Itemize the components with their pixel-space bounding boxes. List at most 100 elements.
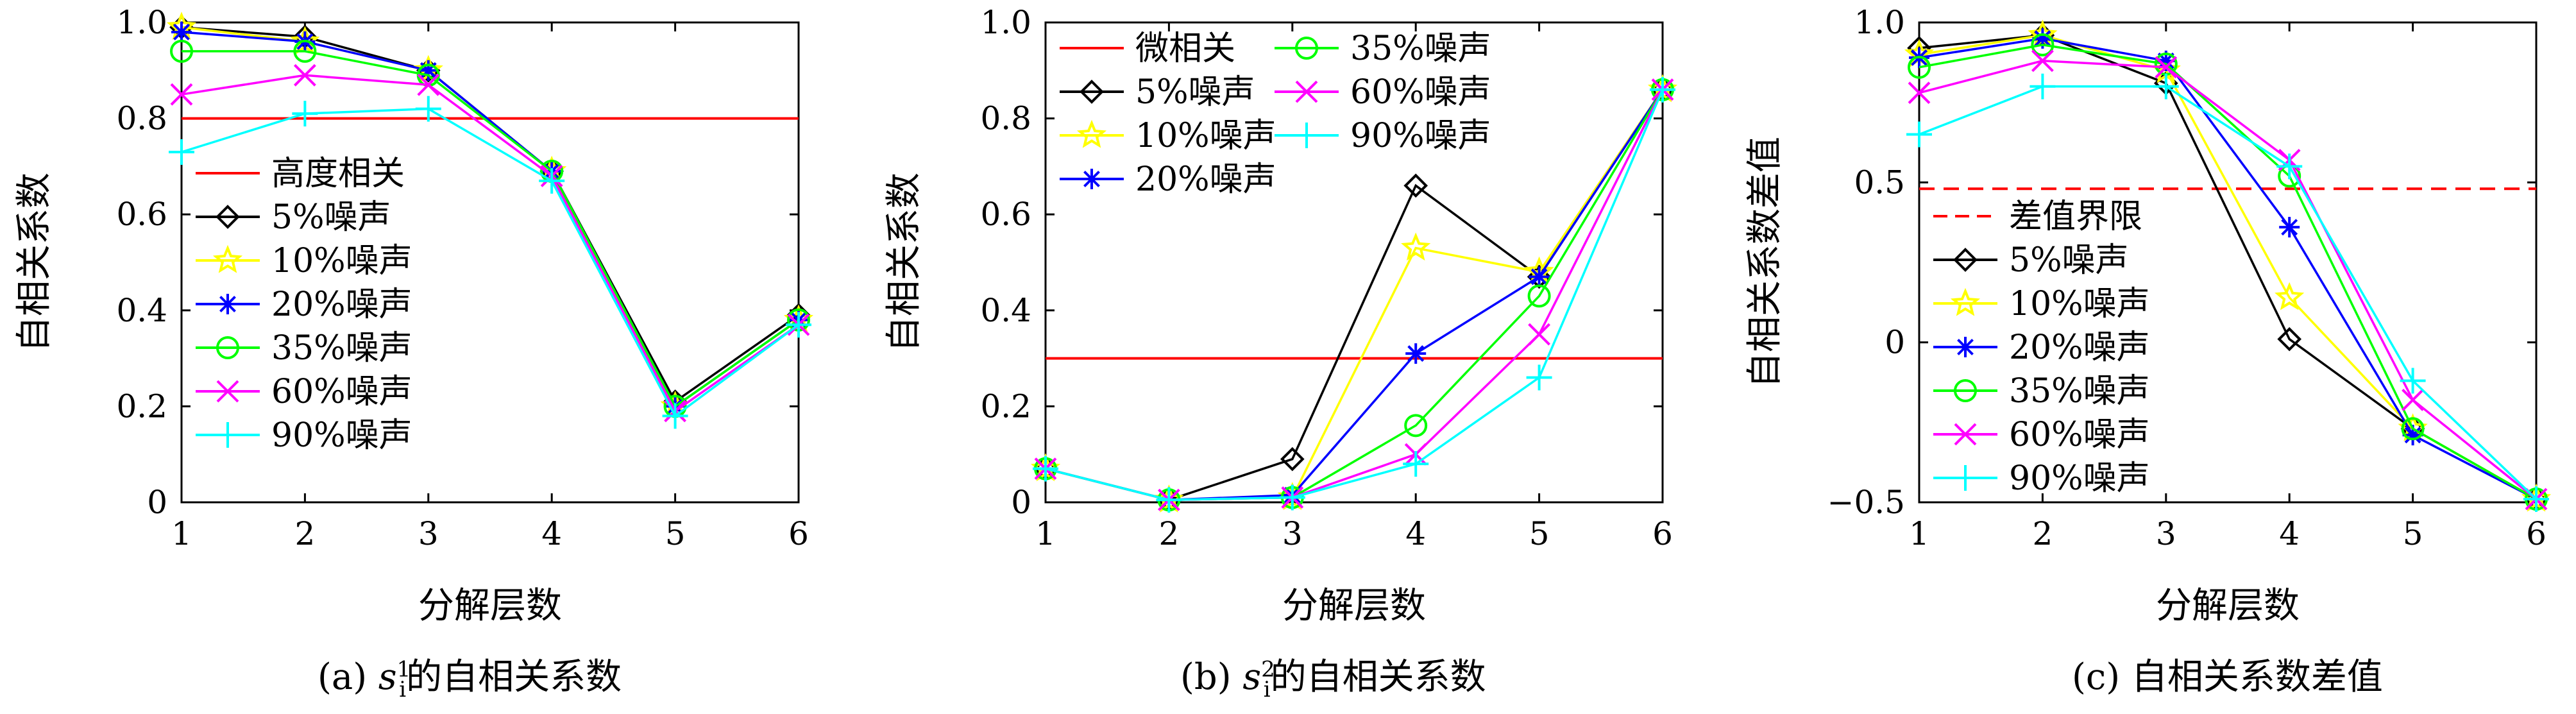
legend: 差值界限 5%噪声 10%噪声 20%噪声 35%噪声 60%噪声 90%噪声 bbox=[1933, 198, 2150, 498]
legend-marker bbox=[216, 205, 240, 229]
x-tick-label: 1 bbox=[1035, 515, 1056, 552]
series-line bbox=[182, 50, 800, 408]
plot-frame bbox=[1918, 21, 2538, 504]
legend-marker bbox=[1294, 123, 1319, 148]
series-point bbox=[2523, 486, 2549, 513]
legend-label: 60%噪声 bbox=[1350, 73, 1491, 112]
series-point bbox=[1908, 55, 1931, 79]
legend-marker bbox=[217, 294, 238, 314]
legend-label: 20%噪声 bbox=[2009, 328, 2150, 367]
series-point bbox=[2031, 49, 2054, 72]
y-axis-label: 自相关系数 bbox=[883, 173, 925, 352]
series-point bbox=[1404, 414, 1428, 438]
series-line bbox=[181, 74, 800, 413]
x-axis-label: 分解层数 bbox=[1282, 585, 1426, 627]
series-point bbox=[1403, 173, 1428, 198]
x-tick-label: 4 bbox=[1405, 515, 1426, 552]
x-tick-label: 2 bbox=[294, 515, 315, 552]
series-point bbox=[662, 403, 688, 429]
legend-marker bbox=[1295, 80, 1318, 103]
x-axis-label: 分解层数 bbox=[2156, 585, 2300, 627]
series-point bbox=[2032, 28, 2053, 49]
x-tick-label: 3 bbox=[1282, 515, 1303, 552]
x-tick-label: 6 bbox=[2526, 515, 2546, 552]
y-axis-label: 自相关系数 bbox=[13, 173, 55, 352]
series-point bbox=[1908, 81, 1931, 105]
series-point bbox=[2153, 73, 2179, 99]
y-tick-label: 0 bbox=[1011, 484, 1031, 521]
series-point bbox=[1156, 487, 1182, 513]
legend-marker bbox=[1950, 287, 1981, 316]
series-point bbox=[417, 73, 440, 96]
series-point bbox=[2155, 56, 2178, 79]
x-tick-label: 4 bbox=[541, 515, 562, 552]
legend-marker bbox=[1081, 169, 1102, 189]
legend-marker bbox=[215, 422, 241, 448]
legend-marker bbox=[216, 336, 239, 359]
series-point bbox=[293, 64, 316, 87]
x-tick-label: 4 bbox=[2279, 515, 2300, 552]
plot-frame bbox=[180, 21, 800, 504]
series-point bbox=[2277, 327, 2302, 352]
series-point bbox=[2402, 425, 2423, 446]
legend-marker bbox=[1955, 337, 1976, 357]
caption-b: (b) s2i的自相关系数 bbox=[1180, 656, 1486, 703]
legend-marker bbox=[212, 244, 243, 273]
y-tick-label: −0.5 bbox=[1827, 484, 1905, 521]
x-tick-label: 2 bbox=[1158, 515, 1179, 552]
series-line bbox=[1919, 44, 2537, 500]
x-tick-label: 1 bbox=[171, 515, 192, 552]
series-point bbox=[2402, 389, 2425, 411]
legend-label: 35%噪声 bbox=[1350, 30, 1491, 68]
y-axis-label: 自相关系数差值 bbox=[1744, 137, 1786, 388]
legend-marker bbox=[216, 380, 239, 403]
y-tick-label: 1.0 bbox=[1854, 4, 1905, 41]
chart-panel-0: 1 2 3 4 5 6 0 0.2 0.4 0.6 0.8 1.0 分解层数 自相关系数 高度相关 5%噪声 1… bbox=[13, 4, 814, 627]
legend-label: 10%噪声 bbox=[1135, 117, 1276, 155]
legend-label: 微相关 bbox=[1135, 30, 1235, 68]
series-point bbox=[1405, 343, 1427, 364]
series-point bbox=[1526, 364, 1552, 391]
legend-marker bbox=[1295, 37, 1318, 60]
series-point bbox=[418, 60, 439, 81]
y-tick-label: 0.2 bbox=[980, 387, 1031, 425]
legend-marker bbox=[1954, 423, 1977, 446]
series-point bbox=[293, 39, 317, 63]
series-point bbox=[1529, 266, 1550, 287]
x-axis-label: 分解层数 bbox=[418, 585, 562, 627]
y-tick-label: 0.8 bbox=[980, 100, 1031, 137]
series-point bbox=[171, 21, 192, 42]
x-tick-label: 5 bbox=[1529, 515, 1550, 552]
y-tick-label: 0.6 bbox=[116, 196, 167, 233]
y-tick-label: 0.4 bbox=[116, 292, 167, 329]
legend-label: 差值界限 bbox=[2009, 198, 2142, 236]
series-point bbox=[1527, 284, 1551, 308]
series-point bbox=[170, 39, 193, 63]
series-point bbox=[292, 101, 318, 127]
chart-panel-1: 1 2 3 4 5 6 0 0.2 0.4 0.6 0.8 1.0 分解层数 自相关系数 微相关 5%噪声 10… bbox=[883, 4, 1678, 627]
legend-label: 90%噪声 bbox=[1350, 117, 1491, 155]
series-point bbox=[539, 167, 565, 194]
x-tick-label: 6 bbox=[1652, 515, 1673, 552]
legend-label: 60%噪声 bbox=[271, 373, 412, 411]
series-point bbox=[2276, 153, 2303, 180]
series-point bbox=[1650, 76, 1675, 103]
series-point bbox=[1403, 451, 1429, 477]
legend-label: 35%噪声 bbox=[271, 329, 412, 368]
series-line bbox=[1919, 85, 2538, 500]
legend-label: 35%噪声 bbox=[2009, 372, 2150, 411]
legend-label: 20%噪声 bbox=[1135, 160, 1276, 199]
series-point bbox=[1279, 484, 1305, 511]
y-tick-label: 1.0 bbox=[116, 4, 167, 41]
legend-label: 20%噪声 bbox=[271, 285, 412, 324]
series-line bbox=[1045, 89, 1664, 502]
legend-label: 5%噪声 bbox=[2009, 241, 2129, 280]
series-point bbox=[1280, 446, 1305, 472]
series-point bbox=[1528, 323, 1551, 346]
legend-label: 5%噪声 bbox=[271, 198, 391, 237]
legend-marker bbox=[1953, 465, 1978, 491]
x-tick-label: 5 bbox=[665, 515, 686, 552]
series-point bbox=[2031, 33, 2055, 56]
legend-marker bbox=[1954, 379, 1977, 402]
